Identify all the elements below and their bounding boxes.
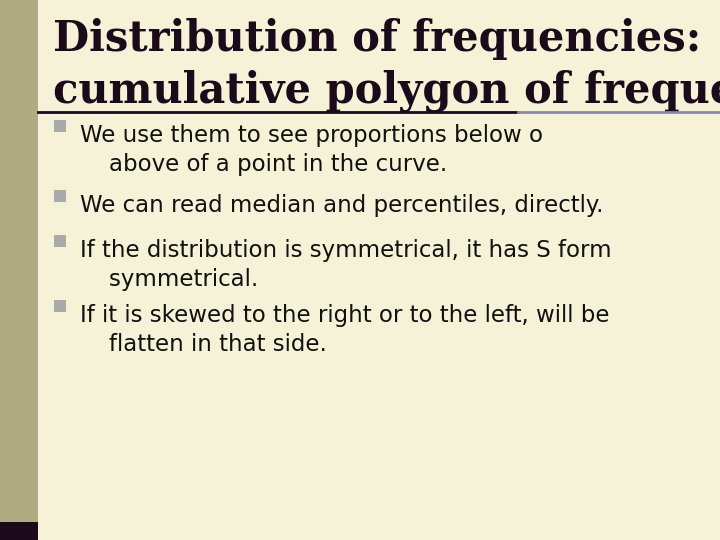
Bar xyxy=(0,0,38,540)
Bar xyxy=(54,120,66,132)
Bar xyxy=(54,235,66,247)
Bar xyxy=(0,522,38,540)
Bar xyxy=(54,190,66,202)
Text: We use them to see proportions below o
    above of a point in the curve.: We use them to see proportions below o a… xyxy=(80,124,543,176)
Bar xyxy=(54,300,66,312)
Text: Distribution of frequencies:: Distribution of frequencies: xyxy=(53,18,701,60)
Text: cumulative polygon of frequencies: cumulative polygon of frequencies xyxy=(53,70,720,112)
Text: We can read median and percentiles, directly.: We can read median and percentiles, dire… xyxy=(80,194,603,217)
Text: If it is skewed to the right or to the left, will be
    flatten in that side.: If it is skewed to the right or to the l… xyxy=(80,304,610,356)
Text: If the distribution is symmetrical, it has S form
    symmetrical.: If the distribution is symmetrical, it h… xyxy=(80,239,611,291)
